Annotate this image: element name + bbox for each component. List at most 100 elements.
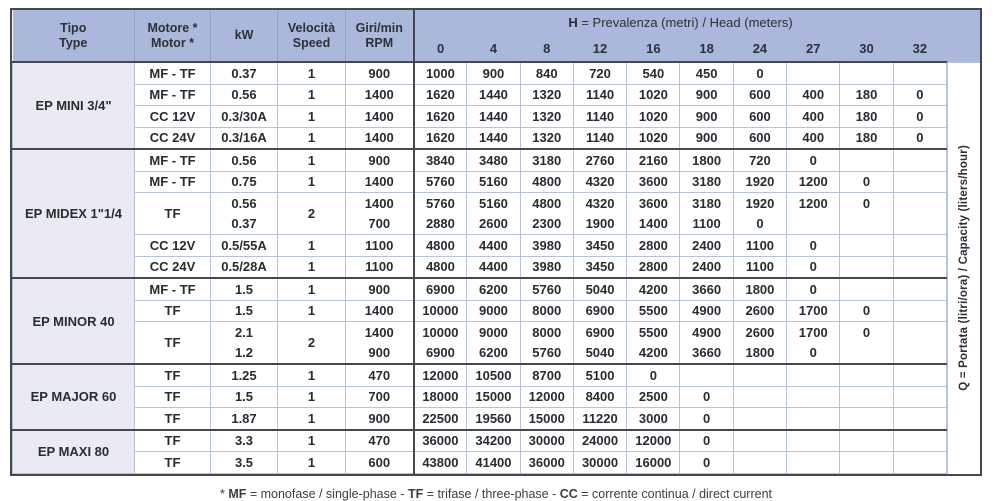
capacity-cell: 9000	[466, 321, 521, 343]
capacity-cell	[892, 451, 948, 474]
kw-cell: 0.3/30A	[210, 105, 278, 128]
capacity-cell	[732, 385, 788, 408]
capacity-cell: 4400	[466, 255, 521, 279]
capacity-cell: 400	[786, 126, 841, 150]
capacity-cell	[786, 213, 841, 235]
capacity-cell: 4800	[519, 170, 574, 193]
capacity-cell: 3840	[412, 148, 468, 172]
speed-cell: 1	[277, 277, 346, 301]
capacity-cell	[786, 407, 841, 430]
table-row: TF 3.5 1 600 43800 41400 36000 30000 16000 0	[13, 451, 948, 474]
motor-cell: TF	[134, 407, 211, 430]
capacity-cell: 3000	[626, 407, 681, 430]
capacity-cell: 6900	[572, 299, 628, 322]
capacity-cell: 6900	[572, 321, 628, 343]
capacity-cell: 1800	[679, 148, 734, 172]
capacity-cell: 3480	[466, 148, 521, 172]
capacity-cell	[892, 385, 948, 408]
capacity-cell: 600	[732, 83, 788, 106]
capacity-cell: 0	[786, 342, 841, 365]
capacity-cell: 2600	[466, 213, 521, 235]
performance-table-container: Tipo Type Motore * Motor * kW Velocità S…	[10, 8, 982, 476]
table-row: EP MIDEX 1"1/4 MF - TF 0.56 1 900 3840 3480 318…	[12, 148, 948, 279]
capacity-cell	[892, 255, 948, 279]
group-name-cell: EP MINOR 40	[12, 277, 135, 365]
capacity-cell	[786, 363, 841, 387]
capacity-cell: 22500	[412, 407, 468, 430]
capacity-cell: 4200	[626, 277, 681, 301]
speed-cell: 1	[277, 385, 346, 408]
capacity-cell	[732, 363, 788, 387]
motor-cell: MF - TF	[134, 148, 211, 172]
capacity-cell: 400	[786, 83, 841, 106]
capacity-cell: 180	[839, 83, 894, 106]
motor-cell: TF	[134, 192, 211, 235]
head-axis-label-symbol: H	[568, 15, 578, 30]
motor-cell: TF	[134, 428, 211, 452]
capacity-cell: 1100	[732, 234, 788, 257]
group-name-cell: EP MAXI 80	[12, 428, 135, 474]
capacity-cell: 4900	[679, 321, 734, 343]
capacity-cell: 10000	[412, 321, 468, 343]
speed-cell: 1	[277, 407, 346, 430]
capacity-cell: 1140	[572, 126, 628, 150]
kw-cell: 1.87	[210, 407, 278, 430]
capacity-cell: 0	[839, 321, 894, 343]
speed-cell: 2	[277, 192, 346, 235]
capacity-cell: 24000	[572, 428, 628, 452]
capacity-cell: 5100	[572, 363, 628, 387]
capacity-cell: 0	[786, 234, 841, 257]
column-header-speed-en: Speed	[292, 35, 331, 50]
column-header-motor: Motore * Motor *	[134, 10, 211, 63]
rpm-cell: 900	[345, 148, 414, 172]
capacity-cell: 180	[839, 105, 894, 128]
capacity-cell	[892, 363, 948, 387]
column-header-speed: Velocità Speed	[277, 10, 346, 63]
rpm-cell: 470	[345, 363, 414, 387]
kw-cell: 0.37	[210, 213, 278, 235]
capacity-cell: 4320	[572, 192, 628, 214]
motor-cell: CC 12V	[134, 105, 211, 128]
capacity-cell: 2500	[626, 385, 681, 408]
head-meter-value: 18	[679, 35, 734, 63]
column-header-motor-en: Motor *	[150, 35, 195, 50]
kw-cell: 0.37	[210, 61, 278, 85]
speed-cell: 1	[277, 428, 346, 452]
kw-cell: 1.2	[210, 342, 278, 365]
motor-cell: MF - TF	[134, 83, 211, 106]
capacity-cell: 1020	[626, 126, 681, 150]
capacity-cell: 900	[679, 83, 734, 106]
rpm-cell: 1400	[345, 299, 414, 322]
capacity-cell	[786, 451, 841, 474]
capacity-cell: 5760	[412, 192, 468, 214]
capacity-cell: 19560	[466, 407, 521, 430]
capacity-cell: 3180	[679, 192, 734, 214]
capacity-cell: 11220	[572, 407, 628, 430]
rpm-cell: 900	[345, 342, 414, 365]
capacity-cell	[679, 363, 734, 387]
capacity-cell: 1200	[786, 192, 841, 214]
capacity-cell	[786, 428, 841, 452]
capacity-cell: 1700	[786, 299, 841, 322]
capacity-cell: 0	[839, 192, 894, 214]
column-header-rpm: Giri/min RPM	[345, 10, 414, 63]
capacity-cell: 0	[892, 83, 948, 106]
capacity-cell: 3180	[679, 170, 734, 193]
capacity-cell: 9000	[466, 299, 521, 322]
kw-cell: 0.75	[210, 170, 278, 193]
head-values-row: 0 4 8 12 16 18 24 27 30 32	[13, 35, 947, 63]
capacity-cell	[786, 385, 841, 408]
capacity-cell: 0	[732, 61, 788, 85]
capacity-cell: 1800	[732, 277, 788, 301]
header-row-top: Tipo Type Motore * Motor * kW Velocità S…	[12, 10, 947, 63]
capacity-axis-label-text: = Portata (litri/ora) / Capacity (liters…	[958, 145, 970, 382]
motor-cell: CC 24V	[134, 255, 211, 279]
kw-cell: 0.5/28A	[210, 255, 278, 279]
capacity-cell: 5040	[572, 277, 628, 301]
speed-cell: 1	[277, 299, 346, 322]
capacity-cell: 2400	[679, 234, 734, 257]
capacity-cell: 900	[679, 105, 734, 128]
capacity-cell	[892, 407, 948, 430]
capacity-cell: 3660	[679, 342, 734, 365]
capacity-cell	[732, 428, 788, 452]
